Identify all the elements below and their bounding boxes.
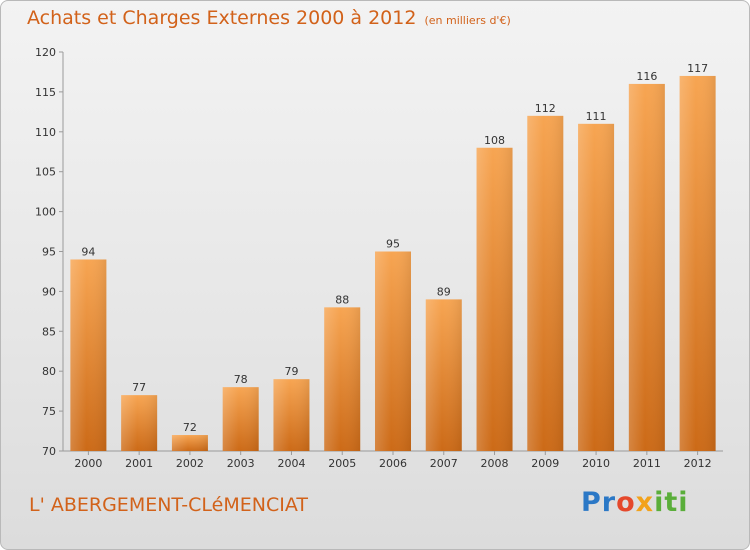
bar-shine-2011	[628, 83, 665, 452]
x-tick-label: 2002	[176, 457, 204, 470]
x-tick-label: 2000	[74, 457, 102, 470]
x-tick-label: 2003	[227, 457, 255, 470]
chart-data-labels: 94 77 72 78 79 88 95 89 108 112 111 116 117	[81, 62, 708, 434]
y-tick-label: 120	[35, 46, 56, 59]
data-label: 77	[132, 381, 146, 394]
y-tick-label: 80	[42, 365, 56, 378]
x-tick-label: 2007	[430, 457, 458, 470]
bar-shine-2012	[679, 75, 716, 451]
proxiti-logo: Proxiti	[581, 487, 689, 518]
y-tick-label: 115	[35, 86, 56, 99]
x-tick-label: 2006	[379, 457, 407, 470]
bar-shine-2007	[425, 299, 462, 451]
x-tick-label: 2011	[633, 457, 661, 470]
y-tick-label: 85	[42, 325, 56, 338]
data-label: 112	[535, 102, 556, 115]
x-tick-label: 2009	[531, 457, 559, 470]
bar-shine-2008	[476, 147, 513, 451]
bar-shine-2006	[375, 251, 411, 451]
y-tick-label: 70	[42, 445, 56, 458]
data-label: 79	[284, 365, 298, 378]
chart-subtitle: (en milliers d'€)	[424, 14, 511, 27]
chart-title-text: Achats et Charges Externes 2000 à 2012	[27, 7, 417, 29]
bar-shine-2005	[324, 307, 361, 451]
y-tick-label: 110	[35, 126, 56, 139]
chart-bars	[70, 75, 716, 452]
bar-shine-2000	[70, 259, 107, 451]
y-tick-label: 100	[35, 206, 56, 219]
commune-name: L' ABERGEMENT-CLéMENCIAT	[29, 494, 308, 516]
data-label: 116	[636, 70, 657, 83]
y-tick-label: 75	[42, 405, 56, 418]
bar-shine-2003	[222, 387, 259, 451]
data-label: 88	[335, 293, 349, 306]
data-label: 94	[81, 245, 95, 258]
x-tick-label: 2010	[582, 457, 610, 470]
data-label: 108	[484, 134, 505, 147]
y-tick-label: 95	[42, 246, 56, 259]
data-label: 72	[183, 421, 197, 434]
data-label: 89	[437, 285, 451, 298]
data-label: 78	[234, 373, 248, 386]
y-tick-label: 90	[42, 285, 56, 298]
x-tick-label: 2012	[684, 457, 712, 470]
bar-shine-2002	[171, 435, 208, 451]
data-label: 95	[386, 238, 400, 251]
chart-title: Achats et Charges Externes 2000 à 2012 (e…	[27, 7, 511, 29]
bar-shine-2009	[527, 115, 564, 451]
data-label: 117	[687, 62, 708, 75]
bar-shine-2001	[121, 395, 158, 451]
x-tick-label: 2004	[277, 457, 305, 470]
data-label: 111	[586, 110, 607, 123]
x-tick-label: 2001	[125, 457, 153, 470]
x-tick-label: 2005	[328, 457, 356, 470]
x-tick-label: 2008	[481, 457, 509, 470]
bar-shine-2010	[578, 123, 615, 451]
bar-shine-2004	[273, 379, 310, 451]
y-tick-label: 105	[35, 166, 56, 179]
